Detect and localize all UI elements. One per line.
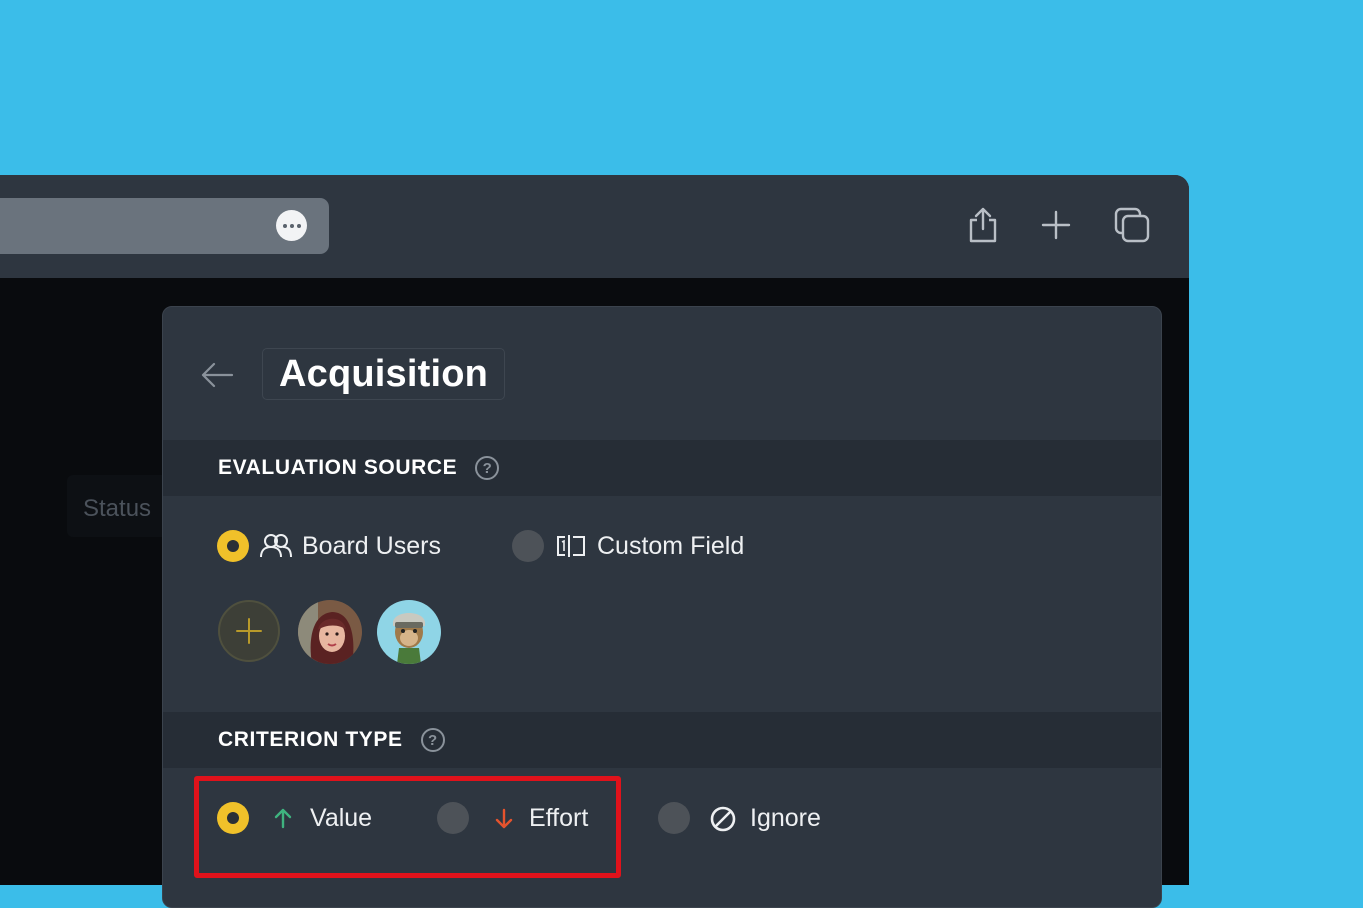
- tabs-overview-icon[interactable]: [1112, 205, 1152, 245]
- ban-icon: [709, 805, 737, 838]
- ellipsis-icon[interactable]: [276, 210, 307, 241]
- ignore-label[interactable]: Ignore: [750, 804, 821, 832]
- value-radio[interactable]: [217, 802, 249, 834]
- criterion-type-header: CRITERION TYPE ?: [163, 712, 1161, 768]
- page-title[interactable]: Acquisition: [262, 348, 506, 400]
- add-user-button[interactable]: [218, 600, 280, 662]
- effort-radio[interactable]: [437, 802, 469, 834]
- help-icon[interactable]: ?: [420, 728, 445, 752]
- address-bar[interactable]: [0, 198, 329, 254]
- arrow-up-icon: [273, 807, 293, 834]
- effort-label[interactable]: Effort: [529, 804, 589, 832]
- board-users-radio[interactable]: [217, 530, 249, 562]
- user-avatar-ape[interactable]: [377, 600, 441, 664]
- value-label[interactable]: Value: [310, 804, 373, 832]
- ignore-radio[interactable]: [658, 802, 690, 834]
- evaluation-source-header: EVALUATION SOURCE ?: [163, 440, 1161, 496]
- status-label: Status: [83, 495, 152, 522]
- users-icon: [259, 533, 293, 564]
- custom-field-icon: [555, 534, 587, 563]
- share-icon[interactable]: [963, 205, 1003, 245]
- board-users-label[interactable]: Board Users: [302, 532, 441, 560]
- help-icon[interactable]: ?: [475, 456, 500, 480]
- custom-field-label[interactable]: Custom Field: [597, 532, 745, 560]
- criterion-panel: Acquisition EVALUATION SOURCE ? Board Us…: [162, 306, 1162, 908]
- user-avatar-woman[interactable]: [298, 600, 362, 664]
- arrow-down-icon: [494, 808, 514, 835]
- arrow-left-icon[interactable]: [199, 357, 235, 393]
- browser-toolbar: [0, 175, 1189, 278]
- plus-icon[interactable]: [1036, 205, 1076, 245]
- highlight-box: [194, 776, 621, 878]
- status-column: Status: [67, 475, 167, 537]
- custom-field-radio[interactable]: [512, 530, 544, 562]
